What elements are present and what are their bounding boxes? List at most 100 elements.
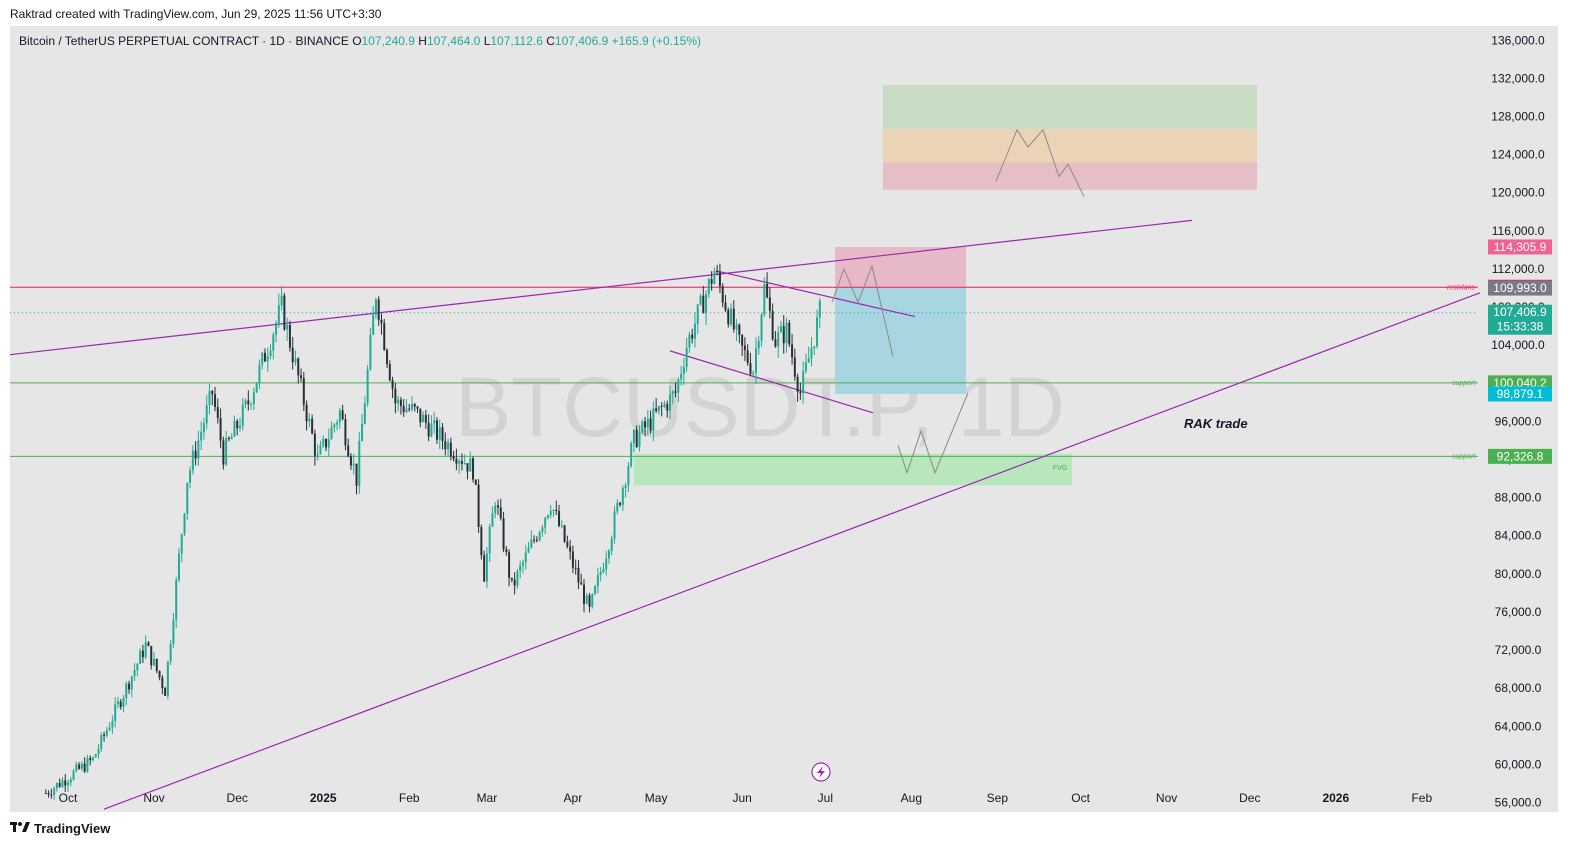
tradingview-footer[interactable]: TradingView xyxy=(10,821,110,836)
candle-body xyxy=(699,295,702,305)
candle-body xyxy=(67,782,69,786)
candle-body xyxy=(214,394,217,408)
candle-body xyxy=(358,441,361,486)
candle-body xyxy=(630,443,633,467)
candle-body xyxy=(730,308,733,325)
candle-body xyxy=(411,404,413,410)
x-tick-label: Mar xyxy=(477,791,498,805)
candle-body xyxy=(741,334,744,346)
candle-body xyxy=(258,364,261,383)
candle-body xyxy=(177,553,180,580)
candle-body xyxy=(727,310,730,325)
candle-body xyxy=(594,586,597,595)
x-tick-label: Nov xyxy=(1156,791,1177,805)
candle-body xyxy=(211,390,214,395)
candle-body xyxy=(361,423,364,442)
candle-body xyxy=(200,431,203,441)
candle-body xyxy=(691,334,694,339)
candle-body xyxy=(483,555,486,582)
candle-body xyxy=(305,404,308,422)
candle-body xyxy=(560,525,563,527)
candle-body xyxy=(752,372,755,374)
symbol-watermark: BTCUSDT.P, 1D xyxy=(455,360,1065,454)
chart-background xyxy=(10,26,1558,812)
candle-body xyxy=(111,721,114,728)
lightning-icon xyxy=(811,762,831,782)
resistance-label: resistans xyxy=(1447,284,1476,291)
x-tick-label: Aug xyxy=(901,791,922,805)
candle-body xyxy=(122,697,125,708)
candle-body xyxy=(247,400,250,405)
price-label-box xyxy=(1488,280,1552,296)
price-label-value: 109,993.0 xyxy=(1493,281,1547,295)
candle-body xyxy=(458,460,461,464)
candle-body xyxy=(497,505,499,508)
candle-body xyxy=(788,322,791,345)
candle-body xyxy=(427,422,430,437)
candle-body xyxy=(347,445,350,457)
candle-body xyxy=(682,366,685,375)
candle-body xyxy=(128,683,131,690)
candle-body xyxy=(394,388,397,404)
candle-body xyxy=(538,532,541,541)
candle-body xyxy=(674,391,677,393)
projection-path-short xyxy=(831,264,894,357)
candle-body xyxy=(255,382,258,393)
candle-body xyxy=(344,419,347,446)
candle-body xyxy=(524,552,527,563)
x-tick-label: 2026 xyxy=(1322,791,1349,805)
candle-body xyxy=(297,358,300,376)
candle-body xyxy=(480,526,483,556)
candle-body xyxy=(746,350,749,364)
candle-body xyxy=(657,405,660,411)
candle-body xyxy=(441,427,444,441)
candle-body xyxy=(69,779,72,783)
candle-body xyxy=(286,324,289,330)
candle-body xyxy=(230,436,233,440)
candle-body xyxy=(197,440,200,459)
target-zone-upper xyxy=(883,85,1257,129)
candle-body xyxy=(724,302,727,311)
candle-body xyxy=(602,569,605,572)
candle-body xyxy=(635,429,638,447)
candle-body xyxy=(216,407,219,419)
candle-body xyxy=(283,295,286,330)
candle-body xyxy=(566,541,569,547)
candle-body xyxy=(50,794,53,796)
candle-body xyxy=(153,658,155,666)
candle-body xyxy=(244,400,247,405)
y-tick-label: 104,000.0 xyxy=(1491,338,1545,352)
candle-body xyxy=(105,730,108,736)
y-tick-label: 64,000.0 xyxy=(1495,719,1542,733)
candle-body xyxy=(241,404,244,426)
candle-body xyxy=(319,445,322,454)
symbol-title[interactable]: Bitcoin / TetherUS PERPETUAL CONTRACT · … xyxy=(19,34,349,48)
candle-body xyxy=(141,650,144,658)
candle-body xyxy=(768,297,771,311)
candle-body xyxy=(369,334,372,370)
candle-body xyxy=(397,399,400,404)
candle-body xyxy=(444,440,447,450)
candle-body xyxy=(477,484,480,527)
x-axis: Oct Nov Dec 2025 Feb Mar Apr May Jun Jul Aug Sep Oct… xyxy=(59,791,1433,805)
candle-body xyxy=(399,399,402,406)
candle-body xyxy=(777,332,780,347)
candle-body xyxy=(366,369,369,404)
candle-body xyxy=(119,701,122,708)
projection-path-target xyxy=(995,128,1085,197)
candle-body xyxy=(627,466,630,486)
y-axis: 56,000.0 60,000.0 64,000.0 68,000.0 72,000.0… xyxy=(1491,33,1545,809)
change-value: +165.9 (+0.15%) xyxy=(611,34,702,48)
candle-body xyxy=(760,314,763,341)
candle-body xyxy=(47,793,50,795)
candle-body xyxy=(610,538,613,551)
y-tick-label: 96,000.0 xyxy=(1495,414,1542,428)
candle-body xyxy=(130,676,133,690)
candle-body xyxy=(194,450,197,459)
candle-body xyxy=(280,295,283,306)
target-zone-lower xyxy=(883,162,1257,190)
price-chart[interactable]: 56,000.0 60,000.0 64,000.0 68,000.0 72,000.0… xyxy=(10,26,1558,812)
candle-body xyxy=(58,782,61,787)
candle-body xyxy=(552,509,555,511)
candle-body xyxy=(641,421,644,433)
